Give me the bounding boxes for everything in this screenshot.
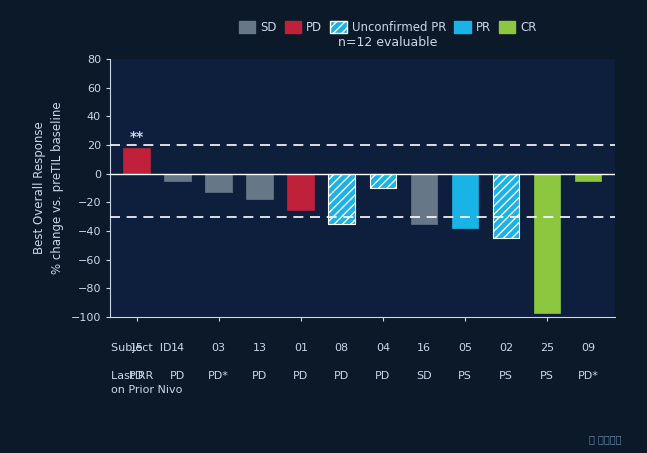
Text: 14: 14 xyxy=(171,343,185,353)
Bar xyxy=(369,173,396,188)
Text: PD*: PD* xyxy=(208,371,229,381)
Bar xyxy=(329,173,355,224)
Bar xyxy=(575,173,601,181)
Text: PS: PS xyxy=(458,371,472,381)
Bar xyxy=(492,173,520,238)
Text: 02: 02 xyxy=(499,343,513,353)
Bar xyxy=(124,148,150,173)
Text: 03: 03 xyxy=(212,343,226,353)
Legend: SD, PD, Unconfirmed PR, PR, CR: SD, PD, Unconfirmed PR, PR, CR xyxy=(236,18,539,36)
Text: 16: 16 xyxy=(417,343,431,353)
Text: n=12 evaluable: n=12 evaluable xyxy=(338,36,437,48)
Text: PD: PD xyxy=(375,371,390,381)
Text: 09: 09 xyxy=(581,343,595,353)
Text: Last RR
on Prior Nivo: Last RR on Prior Nivo xyxy=(111,371,182,395)
Text: PS: PS xyxy=(499,371,513,381)
Bar xyxy=(452,173,478,228)
Text: PD: PD xyxy=(129,371,144,381)
Text: 01: 01 xyxy=(294,343,308,353)
Text: 15: 15 xyxy=(129,343,144,353)
Bar xyxy=(164,173,191,181)
Y-axis label: Best Overall Response
% change vs. preTIL baseline: Best Overall Response % change vs. preTI… xyxy=(32,101,63,275)
Text: PD: PD xyxy=(170,371,185,381)
Text: 05: 05 xyxy=(458,343,472,353)
Text: PD*: PD* xyxy=(578,371,598,381)
Bar xyxy=(205,173,232,193)
Bar xyxy=(411,173,437,224)
Text: 25: 25 xyxy=(540,343,554,353)
Text: PS: PS xyxy=(540,371,554,381)
Bar xyxy=(534,173,560,313)
Text: 🐾 无癌家园: 🐾 无癌家园 xyxy=(589,434,621,444)
Bar xyxy=(247,173,273,199)
Text: Subject  ID: Subject ID xyxy=(111,343,171,353)
Text: 13: 13 xyxy=(253,343,267,353)
Text: PD: PD xyxy=(334,371,349,381)
Text: PD: PD xyxy=(293,371,309,381)
Bar xyxy=(287,173,314,209)
Text: 08: 08 xyxy=(334,343,349,353)
Text: PD: PD xyxy=(252,371,267,381)
Text: 04: 04 xyxy=(376,343,390,353)
Text: SD: SD xyxy=(416,371,432,381)
Text: **: ** xyxy=(129,130,144,144)
